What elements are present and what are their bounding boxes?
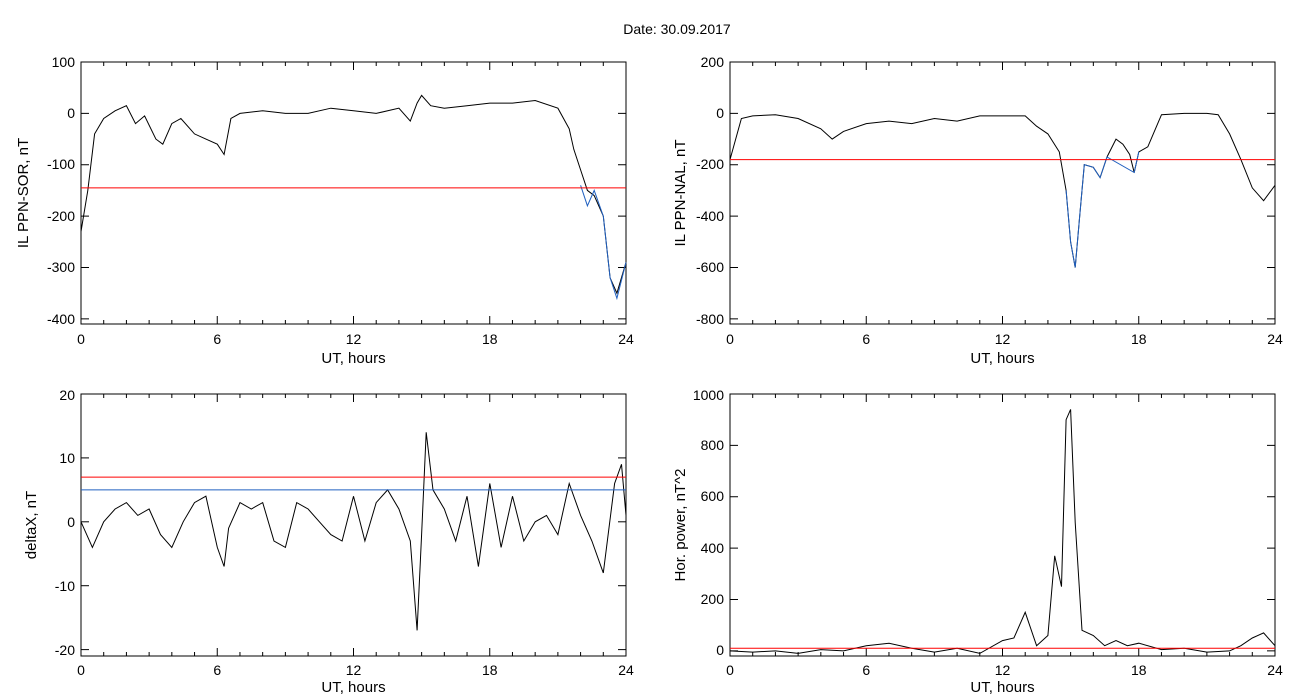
x-tick-label: 12 [346, 662, 362, 678]
x-axis-label: UT, hours [970, 350, 1034, 367]
plot-frame [729, 393, 1276, 657]
y-tick-label: -10 [55, 578, 75, 594]
x-tick-label: 6 [213, 662, 221, 678]
x-tick-label: 6 [862, 662, 870, 678]
y-axis-label: deltaX, nT [23, 491, 40, 559]
series-line [580, 185, 627, 301]
x-tick-label: 24 [1267, 662, 1283, 678]
panel-ppn-sor: UT, hours IL PPN-SOR, nT 0 6 12 18 24 10… [15, 54, 634, 367]
x-tick-label: 12 [995, 331, 1011, 347]
y-tick-label: -400 [696, 208, 724, 224]
page-title: Date: 30.09.2017 [623, 21, 731, 37]
x-tick-labels: 0 6 12 18 24 [726, 662, 1283, 678]
y-tick-label: -400 [47, 311, 75, 327]
y-axis-label: IL PPN-SOR, nT [15, 138, 32, 248]
series-line [1065, 151, 1140, 268]
panel-hor-power: UT, hours Hor. power, nT^2 0 6 12 18 24 … [672, 387, 1283, 696]
y-tick-labels: 1000 800 600 400 200 0 [693, 387, 724, 658]
x-tick-label: 0 [726, 662, 734, 678]
x-tick-label: 18 [482, 662, 498, 678]
plot-frame [729, 61, 1276, 325]
x-tick-label: 24 [618, 662, 634, 678]
y-axis-label: IL PPN-NAL, nT [672, 140, 689, 247]
x-axis-label: UT, hours [321, 350, 385, 367]
x-tick-label: 0 [77, 331, 85, 347]
x-tick-labels: 0 6 12 18 24 [77, 331, 634, 347]
x-tick-label: 12 [346, 331, 362, 347]
x-axis-label: UT, hours [321, 679, 385, 696]
y-tick-label: -800 [696, 311, 724, 327]
x-tick-labels: 0 6 12 18 24 [726, 331, 1283, 347]
y-tick-label: -200 [47, 208, 75, 224]
y-tick-label: 200 [701, 591, 725, 607]
y-tick-label: 1000 [693, 387, 724, 403]
series-line [729, 112, 1276, 268]
x-tick-label: 6 [862, 331, 870, 347]
y-tick-labels: 200 0 -200 -400 -600 -800 [696, 54, 724, 327]
y-tick-label: 10 [59, 450, 75, 466]
x-tick-label: 0 [77, 662, 85, 678]
y-tick-label: 600 [701, 488, 725, 504]
series-line [729, 409, 1276, 654]
x-tick-label: 18 [482, 331, 498, 347]
x-tick-label: 18 [1131, 662, 1147, 678]
panel-ppn-nal: UT, hours IL PPN-NAL, nT 0 6 12 18 24 20… [672, 54, 1283, 367]
x-tick-label: 6 [213, 331, 221, 347]
x-tick-label: 18 [1131, 331, 1147, 347]
y-tick-label: -600 [696, 259, 724, 275]
y-axis-label: Hor. power, nT^2 [672, 469, 689, 582]
series-line [80, 432, 627, 631]
x-tick-labels: 0 6 12 18 24 [77, 662, 634, 678]
plot-frame [80, 61, 627, 325]
y-tick-label: -300 [47, 259, 75, 275]
y-tick-label: 0 [716, 105, 724, 121]
plot-frame [80, 393, 627, 657]
y-tick-label: 800 [701, 437, 725, 453]
x-axis-label: UT, hours [970, 679, 1034, 696]
x-tick-label: 0 [726, 331, 734, 347]
y-tick-label: -200 [696, 156, 724, 172]
y-tick-label: 400 [701, 540, 725, 556]
y-tick-labels: 100 0 -100 -200 -300 -400 [47, 54, 75, 327]
y-tick-label: 0 [716, 642, 724, 658]
y-tick-label: 100 [52, 54, 76, 70]
y-tick-label: -100 [47, 156, 75, 172]
panel-delta-x: UT, hours deltaX, nT 0 6 12 18 24 20 10 … [23, 387, 634, 696]
y-tick-label: 200 [701, 54, 725, 70]
y-tick-label: -20 [55, 642, 75, 658]
y-tick-labels: 20 10 0 -10 -20 [55, 387, 75, 658]
y-tick-label: 0 [67, 514, 75, 530]
y-tick-label: 0 [67, 105, 75, 121]
x-tick-label: 24 [1267, 331, 1283, 347]
series-line [80, 94, 627, 295]
y-tick-label: 20 [59, 387, 75, 403]
x-tick-label: 12 [995, 662, 1011, 678]
x-tick-label: 24 [618, 331, 634, 347]
